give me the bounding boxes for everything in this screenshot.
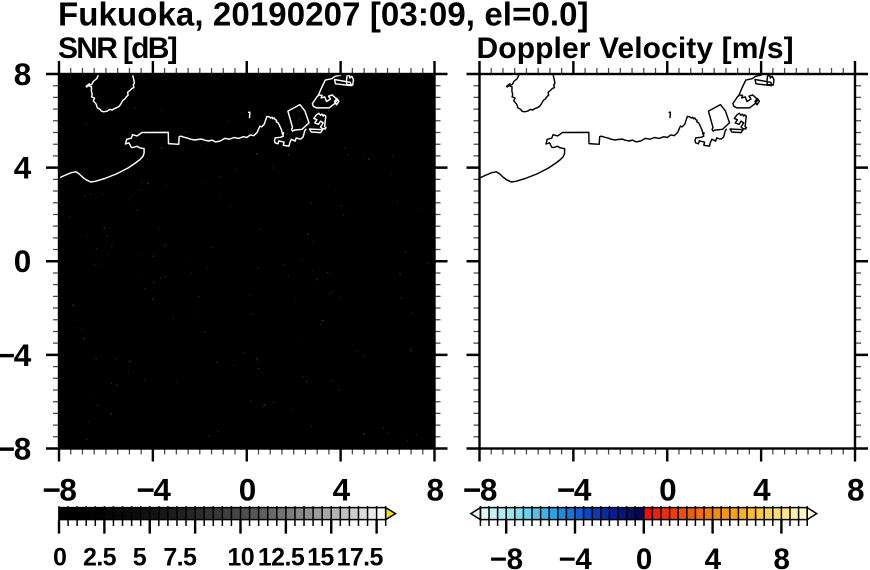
svg-text:4: 4 <box>705 543 722 570</box>
svg-text:8: 8 <box>847 472 864 508</box>
svg-text:−8: −8 <box>0 430 31 466</box>
svg-text:8: 8 <box>426 472 443 508</box>
svg-text:17.5: 17.5 <box>337 544 384 570</box>
svg-text:4: 4 <box>14 150 32 186</box>
svg-text:−8: −8 <box>463 472 497 508</box>
svg-text:10: 10 <box>227 544 254 570</box>
svg-text:−4: −4 <box>557 472 592 508</box>
svg-text:5: 5 <box>133 544 147 570</box>
svg-text:−8: −8 <box>490 543 523 570</box>
svg-text:7.5: 7.5 <box>163 544 197 570</box>
svg-text:8: 8 <box>773 543 789 570</box>
svg-text:Doppler Velocity [m/s]: Doppler Velocity [m/s] <box>477 32 794 65</box>
svg-text:2.5: 2.5 <box>83 544 117 570</box>
svg-text:4: 4 <box>333 472 351 508</box>
svg-text:0: 0 <box>636 543 652 570</box>
svg-text:0: 0 <box>53 544 66 570</box>
svg-text:−4: −4 <box>0 337 32 373</box>
svg-text:SNR [dB]: SNR [dB] <box>58 32 177 65</box>
svg-text:4: 4 <box>753 472 771 508</box>
svg-text:Fukuoka, 20190207 [03:09, el=0: Fukuoka, 20190207 [03:09, el=0.0] <box>58 0 589 33</box>
svg-text:0: 0 <box>14 243 31 279</box>
svg-text:0: 0 <box>239 472 256 508</box>
svg-text:0: 0 <box>659 472 676 508</box>
svg-text:12.5: 12.5 <box>258 544 305 570</box>
svg-text:−4: −4 <box>559 543 593 570</box>
svg-text:−4: −4 <box>136 472 171 508</box>
svg-text:15: 15 <box>307 544 334 570</box>
svg-text:8: 8 <box>14 56 31 92</box>
svg-text:−8: −8 <box>43 472 77 508</box>
